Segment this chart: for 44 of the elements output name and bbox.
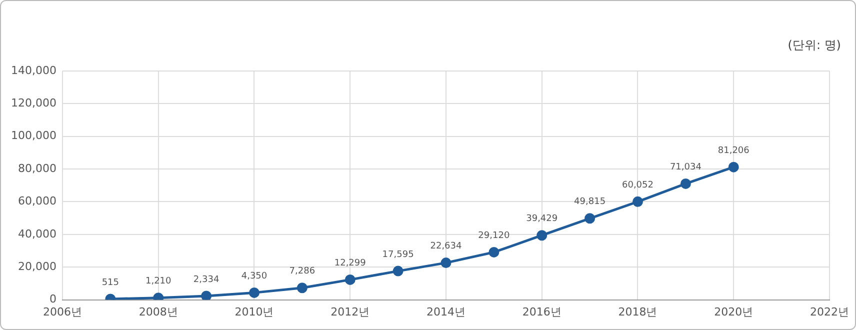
y-tick-label: 0 xyxy=(49,292,56,306)
x-tick-label: 2008년 xyxy=(138,305,178,318)
point xyxy=(392,266,404,276)
data-label: 4,350 xyxy=(241,272,268,282)
x-tick-label: 2014년 xyxy=(426,305,466,318)
x-tick-label: 2012년 xyxy=(330,305,370,318)
data-label: 2,334 xyxy=(193,274,220,285)
point xyxy=(728,162,739,172)
point xyxy=(201,290,212,300)
data-label: 515 xyxy=(102,278,120,288)
y-tick-label: 20,000 xyxy=(18,260,56,273)
data-label: 1,210 xyxy=(145,276,172,287)
x-tick-label: 2016년 xyxy=(522,305,562,318)
point xyxy=(536,230,548,241)
y-tick-label: 40,000 xyxy=(18,227,56,240)
data-label: 17,595 xyxy=(382,250,414,260)
data-label: 60,052 xyxy=(622,180,654,190)
x-tick-label: 2010년 xyxy=(234,305,274,318)
x-tick-label: 2020년 xyxy=(714,305,754,318)
data-label: 12,299 xyxy=(334,258,366,269)
data-label: 7,286 xyxy=(289,266,316,277)
data-label: 49,815 xyxy=(574,197,606,208)
point xyxy=(344,274,356,285)
y-tick-label: 80,000 xyxy=(18,162,56,175)
data-label: 22,634 xyxy=(430,242,462,252)
point xyxy=(440,258,452,268)
y-tick-label: 60,000 xyxy=(18,194,56,208)
data-label: 71,034 xyxy=(670,162,702,173)
y-tick-label: 100,000 xyxy=(10,129,56,142)
point xyxy=(632,196,643,207)
x-tick-label: 2006년 xyxy=(42,305,82,318)
point xyxy=(488,246,500,258)
point xyxy=(296,282,308,294)
point xyxy=(680,178,691,189)
y-tick-label: 140,000 xyxy=(10,64,56,77)
data-label: 29,120 xyxy=(478,231,510,242)
data-label: 81,206 xyxy=(718,146,750,156)
x-tick-label: 2018년 xyxy=(618,305,658,318)
data-label: 39,429 xyxy=(526,214,558,224)
y-tick-label: 120,000 xyxy=(10,96,56,110)
x-tick-label: 2022년 xyxy=(810,305,850,318)
text: (단위: 명) xyxy=(788,38,841,52)
point xyxy=(584,213,596,224)
point xyxy=(248,287,260,298)
